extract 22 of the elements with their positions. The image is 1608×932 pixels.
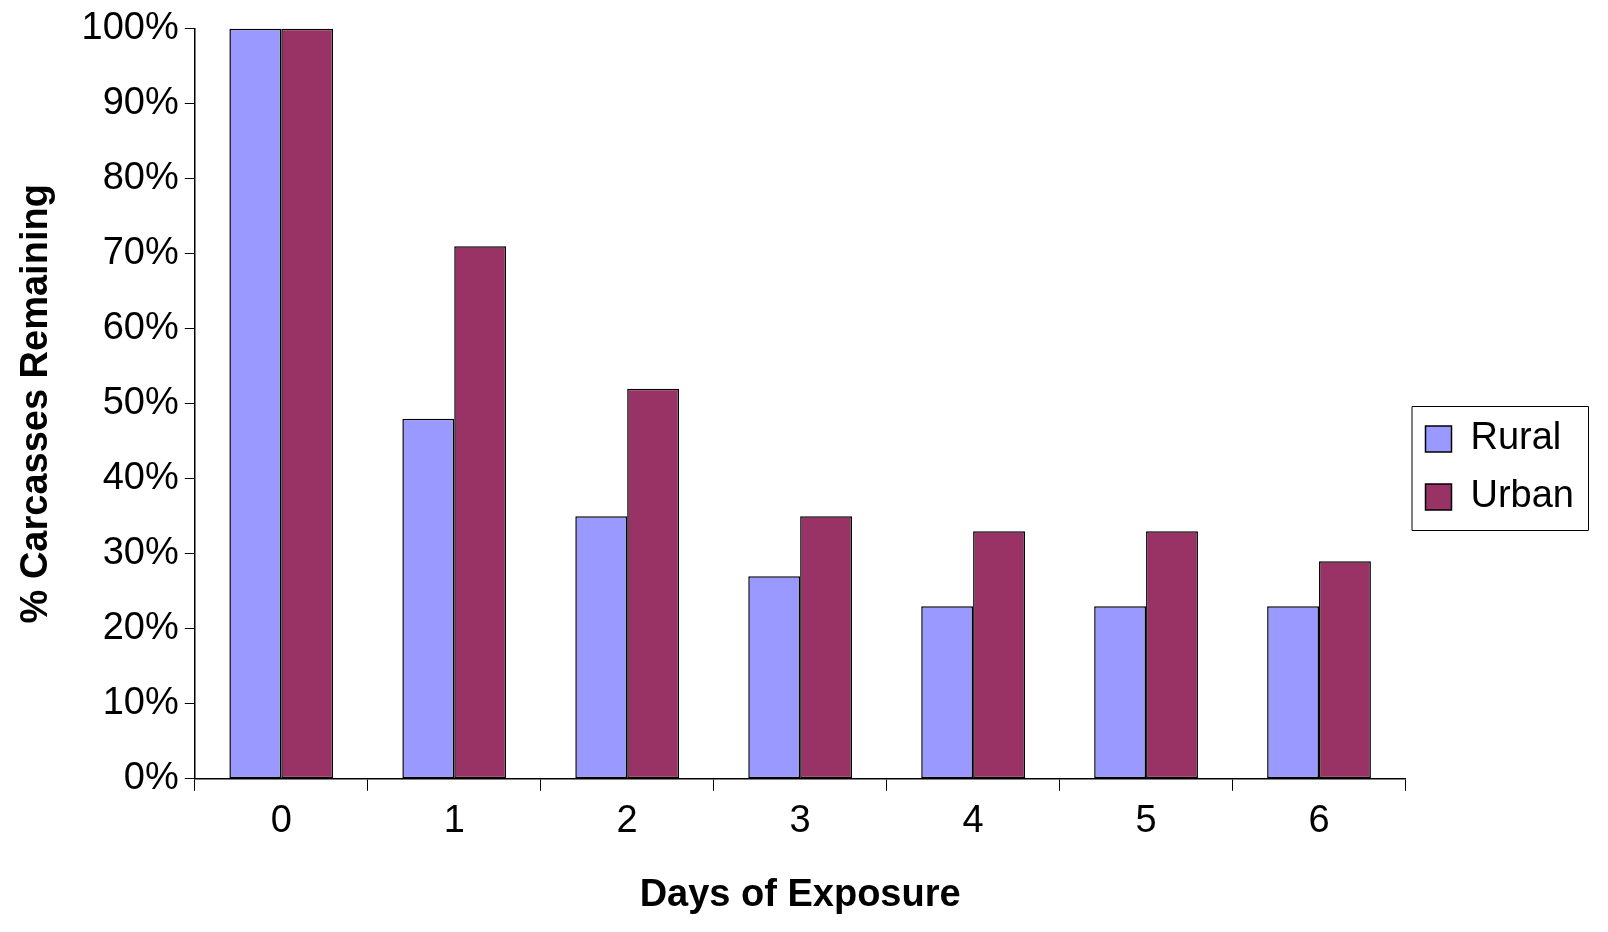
y-axis-title: % Carcasses Remaining <box>13 184 56 624</box>
y-tick-label: 90% <box>102 80 179 123</box>
legend-label: Rural <box>1470 415 1562 458</box>
x-tick-label: 6 <box>1308 798 1330 841</box>
x-tick-label: 4 <box>962 798 984 841</box>
x-axis-title: Days of Exposure <box>639 871 961 914</box>
y-tick-label: 20% <box>102 605 179 648</box>
x-tick-label: 2 <box>616 798 638 841</box>
x-tick-label: 3 <box>789 798 811 841</box>
legend-label: Urban <box>1470 473 1574 516</box>
y-tick-label: 80% <box>102 155 179 198</box>
y-tick-label: 40% <box>102 455 179 498</box>
y-tick-label: 100% <box>81 5 179 48</box>
x-tick-label: 5 <box>1135 798 1157 841</box>
x-tick-label: 0 <box>270 798 292 841</box>
y-tick-label: 0% <box>123 755 179 798</box>
y-tick-label: 70% <box>102 230 179 273</box>
y-tick-label: 10% <box>102 680 179 723</box>
y-tick-label: 50% <box>102 380 179 423</box>
y-tick-label: 60% <box>102 305 179 348</box>
y-tick-label: 30% <box>102 530 179 573</box>
x-tick-label: 1 <box>443 798 465 841</box>
